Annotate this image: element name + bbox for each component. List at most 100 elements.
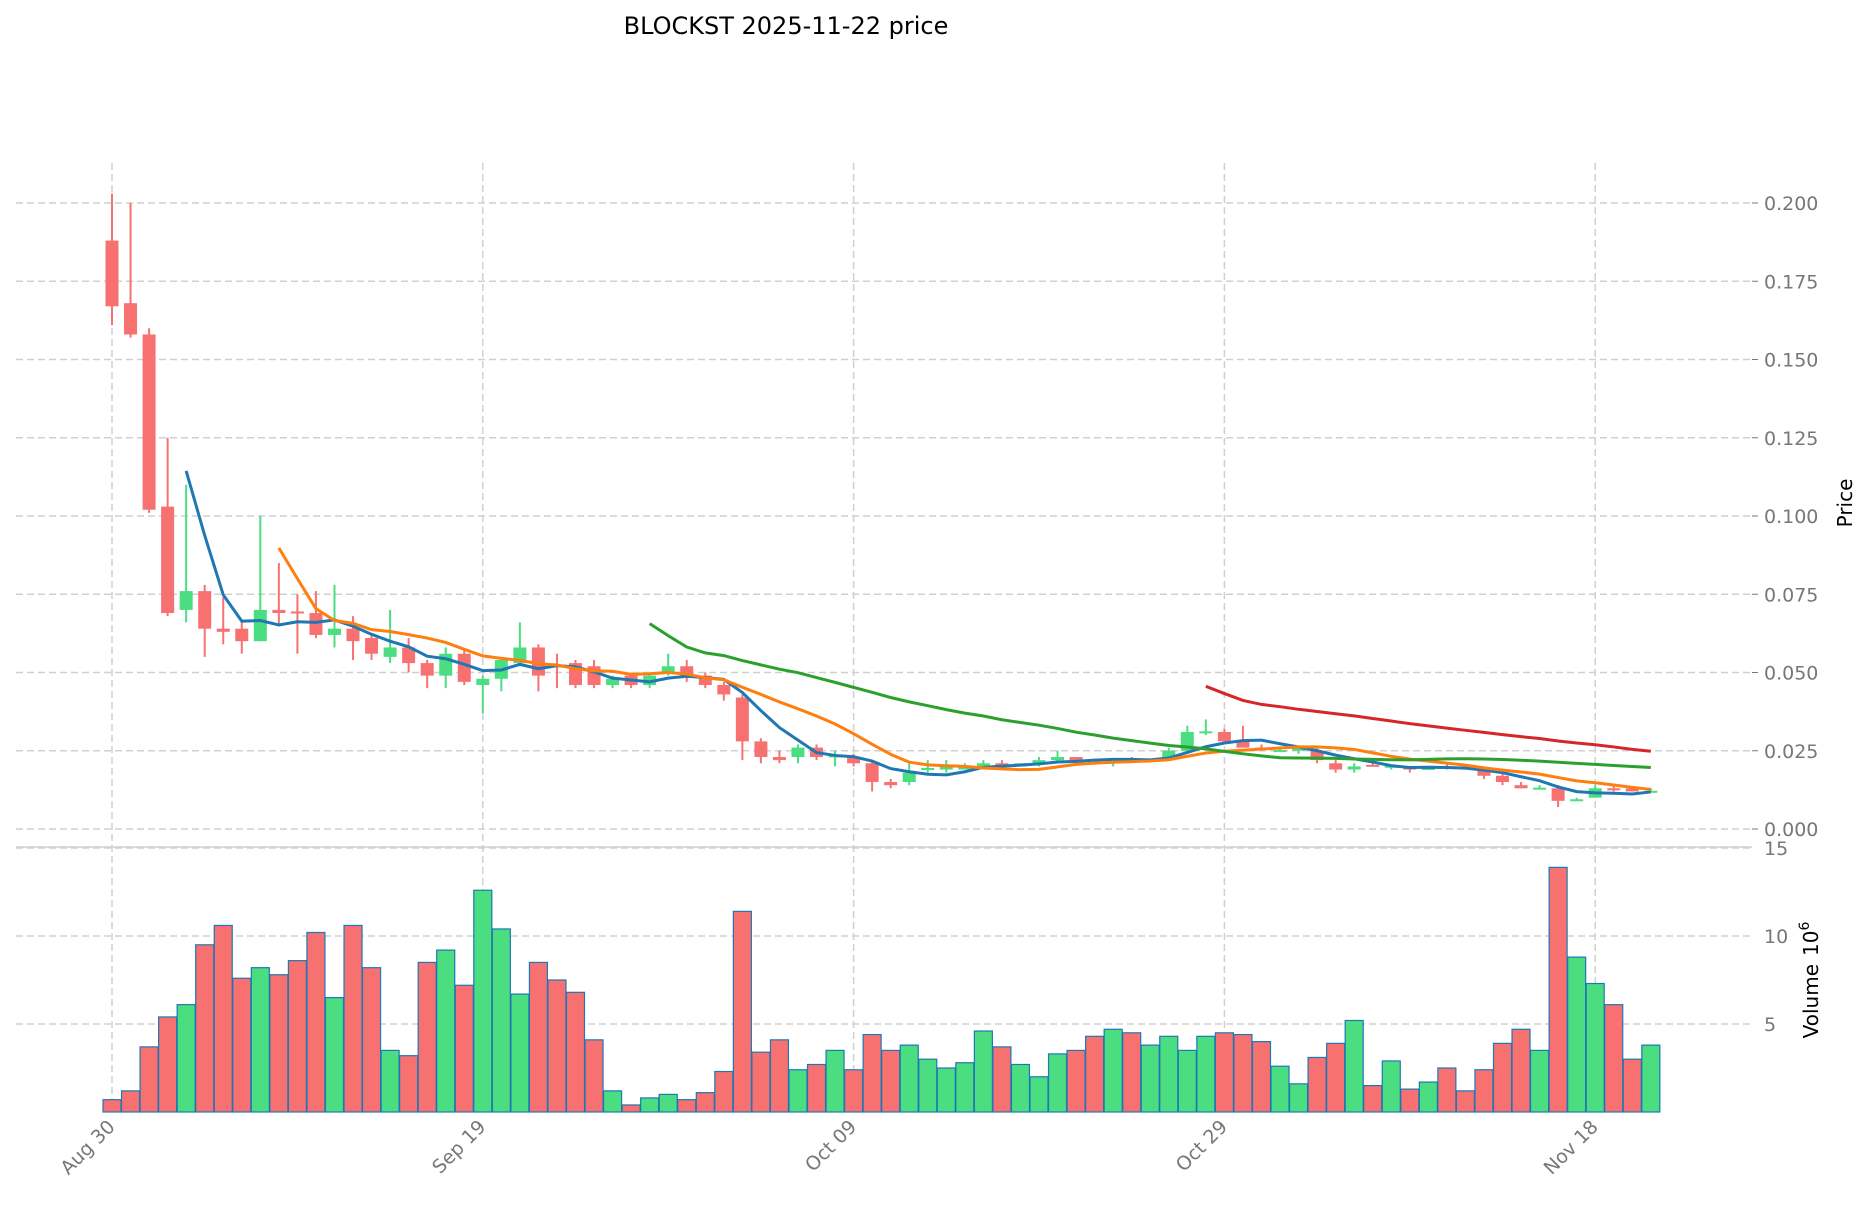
volume-bar (361, 967, 382, 1113)
volume-bar (1288, 1083, 1309, 1113)
candle-down (1625, 788, 1639, 792)
date-tick-label: Aug 30 (56, 1116, 119, 1179)
candle-up (1644, 790, 1658, 793)
date-tick-label: Oct 09 (801, 1116, 861, 1176)
volume-bar (677, 1099, 697, 1113)
moving-average-lines (184, 470, 1651, 796)
candle-up (643, 675, 657, 686)
candle-up (253, 609, 267, 642)
candle-up (1199, 731, 1213, 734)
volume-bar (992, 1046, 1012, 1113)
volume-bar (417, 961, 437, 1113)
candle-down (772, 757, 786, 761)
candle-down (1310, 750, 1324, 761)
candle-up (1032, 760, 1046, 764)
volume-bar (1159, 1035, 1179, 1113)
volume-tick-label: 5 (1764, 1014, 1776, 1036)
candle-down (1366, 764, 1380, 767)
volume-bar (1548, 866, 1568, 1113)
volume-bar (1066, 1049, 1086, 1113)
candle-up (1347, 766, 1361, 770)
candle-up (1292, 747, 1306, 751)
volume-bar (862, 1033, 882, 1113)
candle-up (976, 763, 990, 767)
candle-down (1069, 757, 1083, 761)
volume-bar (213, 924, 233, 1113)
candle-up (476, 678, 490, 686)
volume-bar (1381, 1060, 1401, 1113)
chart-title: BLOCKST 2025-11-22 price (624, 12, 949, 40)
candle-down (754, 741, 768, 758)
volume-tick-label: 10 (1764, 926, 1788, 948)
volume-bar (1437, 1067, 1457, 1113)
price-tick-label: 0.200 (1764, 193, 1818, 215)
volume-bar (1604, 1004, 1624, 1113)
price-tick-label: 0.025 (1764, 741, 1818, 763)
candle-down (365, 638, 379, 654)
volume-bar (176, 1004, 196, 1113)
candle-down (1477, 769, 1491, 776)
volume-unit-exp: 6 (1797, 922, 1813, 931)
ma60-line (1205, 684, 1651, 753)
price-tick-label: 0.000 (1764, 819, 1818, 841)
candle-up (1273, 750, 1287, 753)
volume-bar (1307, 1056, 1327, 1113)
candle-down (235, 628, 249, 642)
candle-up (383, 647, 397, 657)
volume-bar (380, 1049, 400, 1113)
volume-bar (1103, 1028, 1123, 1113)
volume-bar (602, 1090, 623, 1113)
candle-up (661, 666, 675, 673)
ma30-line (648, 622, 1651, 770)
candle-up (1570, 799, 1584, 802)
volume-bar (899, 1044, 919, 1113)
price-tick-label: 0.075 (1764, 584, 1818, 606)
volume-bar (158, 1016, 178, 1113)
volume-bar (102, 1099, 122, 1113)
volume-bar (1122, 1032, 1142, 1113)
volume-bar (454, 984, 474, 1113)
volume-bar (584, 1039, 604, 1113)
candle-down (457, 653, 471, 682)
volume-bar (473, 889, 493, 1113)
volume-bar (1085, 1035, 1105, 1113)
candle-down (1551, 788, 1565, 801)
volume-bar (751, 1051, 771, 1113)
volume-bar (1622, 1058, 1642, 1113)
date-tick-label: Sep 19 (428, 1116, 490, 1178)
price-axis-label: Price (1833, 479, 1857, 528)
volume-bar (547, 979, 567, 1113)
candle-down (1514, 785, 1528, 789)
volume-bar (936, 1067, 956, 1113)
volume-axis-label: Volume 106 (1797, 922, 1823, 1039)
volume-bar (324, 996, 345, 1113)
candle-down (105, 240, 119, 307)
candle-up (327, 628, 341, 635)
volume-bar (1029, 1076, 1049, 1113)
volume-bar (1455, 1090, 1476, 1113)
volume-tick-label: 15 (1764, 838, 1788, 860)
volume-bar (1214, 1032, 1235, 1113)
volume-bar (1641, 1044, 1661, 1113)
volume-bar (843, 1069, 864, 1113)
volume-bar (1344, 1019, 1364, 1113)
candle-up (939, 766, 953, 770)
volume-bar (565, 991, 586, 1113)
candle-down (216, 628, 230, 632)
volume-bar (769, 1039, 790, 1113)
volume-bar (232, 977, 252, 1113)
price-tick-label: 0.125 (1764, 428, 1818, 450)
ma5-line (184, 470, 1651, 796)
volume-bar (1363, 1084, 1383, 1113)
volume-bar (825, 1049, 845, 1113)
volume-bar (1511, 1028, 1531, 1113)
candle-down (272, 609, 286, 614)
date-tick-label: Oct 29 (1172, 1116, 1232, 1176)
candle-up (791, 747, 805, 758)
candle-down (402, 647, 416, 664)
volume-bar (1140, 1044, 1160, 1113)
volume-bar (788, 1069, 808, 1113)
volume-bar (1585, 982, 1605, 1113)
volume-bar (139, 1046, 159, 1113)
volume-bar (1196, 1035, 1216, 1113)
